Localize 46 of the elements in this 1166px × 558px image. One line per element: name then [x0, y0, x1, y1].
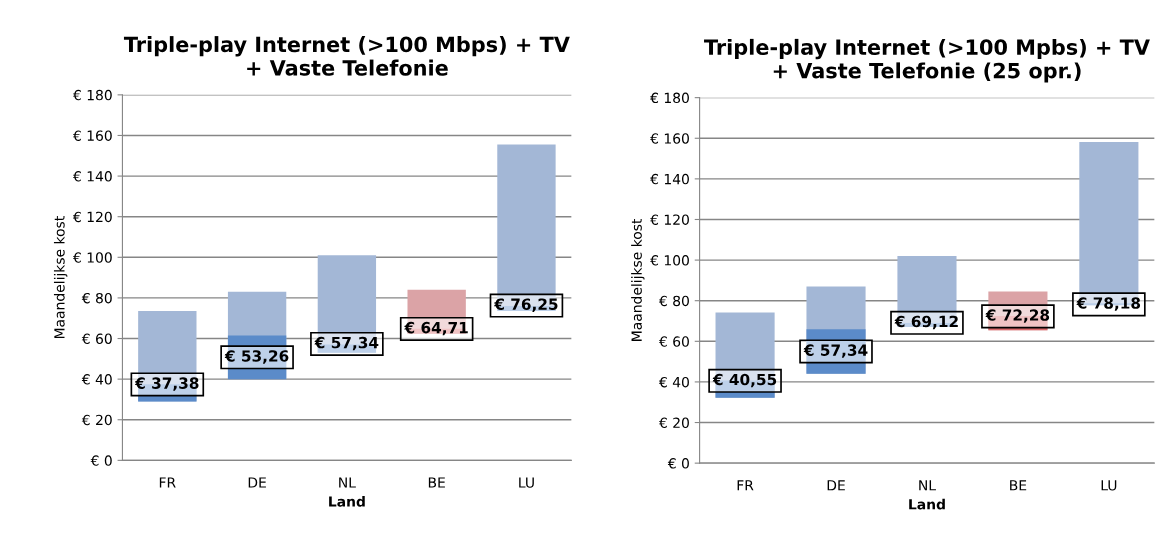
- x-tick-label: FR: [159, 477, 176, 488]
- y-tick-label: € 100: [72, 252, 112, 263]
- y-tick-label: € 120: [650, 214, 689, 225]
- y-tick-label: € 140: [650, 173, 689, 185]
- x-axis-title: Land: [909, 498, 945, 510]
- y-tick-label: € 160: [72, 130, 112, 141]
- annotation: € 72,28: [985, 309, 1050, 323]
- annotation: € 78,18: [1076, 297, 1141, 311]
- y-tick-label: € 160: [650, 133, 689, 144]
- y-tick-label: € 0: [90, 455, 112, 466]
- annotation: € 76,25: [494, 298, 558, 312]
- y-tick-label: € 0: [667, 458, 689, 469]
- chart-title: Triple-play Internet (>100 Mpbs) + TV + Vaste Telefonie (25 opr.): [704, 38, 1150, 83]
- y-axis-title: Maandelijkse kost: [631, 218, 645, 341]
- y-axis-title: Maandelijkse kost: [53, 216, 68, 339]
- y-tick-label: € 180: [72, 89, 112, 101]
- y-tick-label: € 60: [658, 336, 689, 347]
- annotation: € 64,71: [404, 321, 468, 336]
- x-tick-label: BE: [428, 477, 445, 488]
- annotation: € 57,34: [803, 344, 868, 358]
- x-tick-label: BE: [1010, 480, 1027, 491]
- annotation: € 37,38: [134, 377, 199, 391]
- y-tick-label: € 100: [650, 255, 689, 266]
- y-tick-label: € 180: [650, 92, 689, 104]
- x-tick-label: FR: [737, 480, 754, 491]
- y-tick-label: € 140: [72, 171, 112, 182]
- x-tick-label: NL: [919, 480, 936, 491]
- y-tick-label: € 80: [658, 295, 689, 307]
- x-axis-title: Land: [329, 496, 365, 507]
- y-tick-label: € 60: [81, 333, 112, 344]
- x-tick-label: LU: [519, 477, 534, 488]
- x-tick-label: NL: [339, 477, 356, 488]
- annotation: € 40,55: [712, 373, 777, 388]
- y-tick-label: € 40: [81, 374, 112, 385]
- y-tick-label: € 40: [658, 376, 689, 388]
- y-tick-label: € 120: [72, 211, 112, 223]
- annotation: € 69,12: [894, 315, 958, 330]
- y-tick-label: € 20: [81, 414, 112, 426]
- x-tick-label: DE: [827, 480, 845, 491]
- x-tick-label: LU: [1101, 480, 1117, 491]
- x-tick-label: DE: [248, 477, 266, 488]
- annotation: € 57,34: [314, 336, 379, 351]
- annotation: € 53,26: [224, 350, 289, 364]
- y-tick-label: € 80: [81, 292, 112, 304]
- y-tick-label: € 20: [658, 417, 689, 428]
- chart-title: Triple-play Internet (>100 Mbps) + TV + Vaste Telefonie: [123, 36, 570, 76]
